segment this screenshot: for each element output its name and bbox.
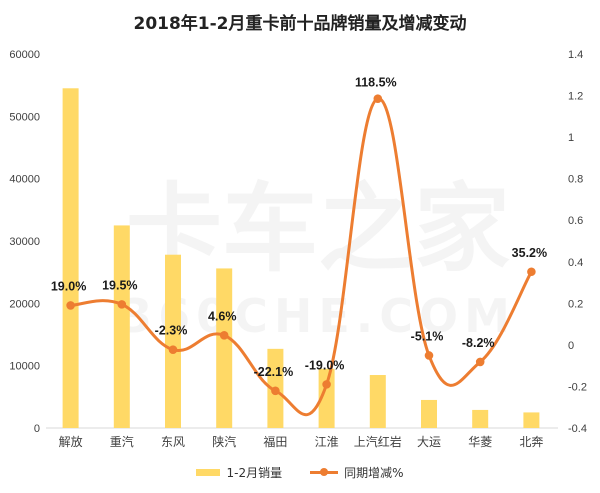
x-tick-label: 大运 [417,435,441,449]
y-right-tick-label: 1 [568,132,574,144]
data-label: 35.2% [512,246,547,260]
data-label: -8.2% [462,336,495,350]
data-label: -5.1% [411,329,444,343]
line-point [373,94,383,103]
chart-title: 2018年1-2月重卡前十品牌销量及增减变动 [133,14,467,34]
x-tick-label: 陕汽 [212,434,236,449]
y-right-tick-label: 1.4 [568,49,583,61]
x-tick-label: 华菱 [468,435,492,449]
x-tick-label: 东风 [161,435,185,449]
bar [62,88,79,429]
bar [421,399,437,428]
y-right-tick-label: 0.8 [568,174,583,186]
y-left-tick-label: 0 [34,423,40,435]
data-label: -19.0% [305,358,345,372]
legend: 1-2月销量 同期增减% [0,464,600,481]
y-right-tick-label: 0.4 [568,257,583,269]
bar [523,412,540,428]
data-label: 4.6% [208,309,237,323]
y-left-tick-label: 50000 [9,111,40,123]
y-right-tick-label: -0.4 [568,423,587,435]
x-tick-label: 北奔 [519,435,543,449]
bar [165,254,181,428]
x-tick-label: 江淮 [315,435,339,449]
legend-item-change[interactable]: 同期增减% [310,464,404,481]
legend-line-swatch [310,468,339,476]
line-point [117,300,127,309]
bar [216,268,233,428]
line-point [271,386,280,396]
bar [472,409,489,428]
data-label: -2.3% [155,324,188,338]
y-left-tick-label: 20000 [9,298,40,310]
line-point [168,345,178,354]
line-point [219,331,229,340]
watermark-en: 360CHE.COM [120,289,516,343]
legend-label-sales: 1-2月销量 [226,466,283,480]
y-left-tick-label: 30000 [9,236,40,248]
y-right-tick-label: 0.6 [568,215,583,227]
x-tick-label: 福田 [263,434,287,449]
y-left-tick-label: 10000 [9,361,40,373]
y-left-tick-label: 60000 [9,49,40,61]
data-label: -22.1% [254,365,294,379]
x-tick-label: 解放 [59,434,83,449]
bar [113,225,130,428]
legend-item-sales[interactable]: 1-2月销量 [196,464,282,481]
line-point [66,301,75,310]
line-point [322,380,331,389]
data-label: 118.5% [355,76,397,90]
data-label: 19.0% [51,279,86,293]
x-tick-label: 上汽红岩 [354,434,402,449]
legend-bar-swatch [196,469,221,476]
y-right-tick-label: 1.2 [568,91,583,103]
line-point [527,267,536,277]
x-tick-label: 重汽 [110,434,134,449]
y-right-tick-label: 0.2 [568,298,583,310]
bar [369,375,386,428]
y-left-tick-label: 40000 [9,174,40,186]
legend-label-change: 同期增减% [344,466,404,480]
line-point [475,357,485,367]
line-point [424,351,434,360]
watermark-cn: 卡车之家 [126,173,510,285]
y-right-tick-label: 0 [568,340,574,352]
data-label: 19.5% [102,278,137,292]
y-right-tick-label: -0.2 [568,381,587,393]
